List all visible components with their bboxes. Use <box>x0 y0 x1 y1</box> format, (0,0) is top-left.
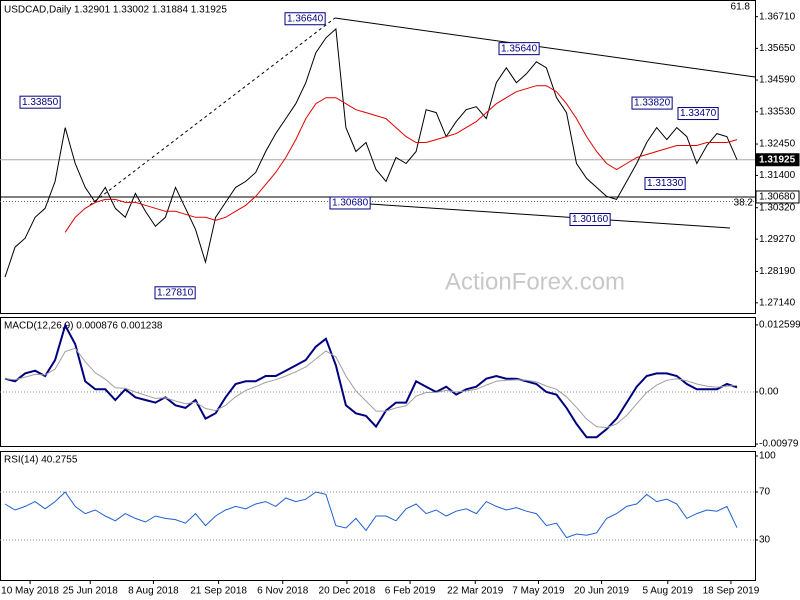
annotation-box <box>19 95 61 109</box>
price-box <box>755 190 800 204</box>
y-tick-label: 100 <box>759 451 776 462</box>
x-tick-label: 8 Aug 2018 <box>128 586 179 597</box>
annotation-box <box>569 213 611 227</box>
annotation-label: 1.33470 <box>680 108 717 119</box>
x-tick-label: 7 May 2019 <box>512 586 565 597</box>
fib-label: 61.8 <box>731 2 751 13</box>
annotation-label: 1.33850 <box>22 97 59 108</box>
annotation-label: 1.35640 <box>501 43 538 54</box>
x-tick-label: 20 Dec 2018 <box>319 586 376 597</box>
y-tick-label: 1.29270 <box>759 234 796 245</box>
x-tick-label: 6 Feb 2019 <box>385 586 436 597</box>
panel-title: RSI(14) 40.2755 <box>4 455 78 466</box>
y-tick-label: 0.00 <box>759 387 779 398</box>
x-tick-label: 20 Jun 2019 <box>574 586 629 597</box>
annotation-label: 1.33820 <box>634 98 671 109</box>
x-tick-label: 18 Sep 2019 <box>703 586 760 597</box>
annotation-box <box>631 96 673 110</box>
panel-title: USDCAD,Daily 1.32901 1.33002 1.31884 1.3… <box>4 5 227 16</box>
annotation-box <box>154 286 196 300</box>
y-tick-label: 1.34590 <box>759 75 796 86</box>
trend-line <box>369 203 731 229</box>
series-line <box>4 322 738 439</box>
price-label: 1.30680 <box>759 192 796 203</box>
trend-line <box>334 17 756 78</box>
x-tick-label: 6 Nov 2018 <box>257 586 309 597</box>
x-tick-label: 10 May 2018 <box>1 586 59 597</box>
x-tick-label: 22 Mar 2019 <box>447 586 504 597</box>
series-line <box>4 27 738 278</box>
rsi-panel <box>0 451 756 581</box>
y-tick-label: 1.32450 <box>759 139 796 150</box>
annotation-label: 1.30160 <box>572 214 609 225</box>
y-tick-label: 0.012599 <box>759 320 800 331</box>
series-line <box>4 347 738 429</box>
annotation-label: 1.36640 <box>287 13 324 24</box>
y-tick-label: 1.30320 <box>759 202 796 213</box>
series-line <box>64 85 738 233</box>
annotation-label: 1.31330 <box>647 178 684 189</box>
panel-title: MACD(12,26,9) 0.000876 0.001238 <box>4 321 163 332</box>
annotation-label: 1.30680 <box>332 198 369 209</box>
annotation-label: 1.27810 <box>157 287 194 298</box>
fib-label: 38.2 <box>734 198 754 209</box>
y-tick-label: 1.27140 <box>759 297 796 308</box>
annotation-box <box>644 177 686 191</box>
y-tick-label: 1.36710 <box>759 11 796 22</box>
x-tick-label: 5 Aug 2019 <box>642 586 693 597</box>
price-label: 1.31925 <box>759 154 796 165</box>
x-tick-label: 21 Sep 2018 <box>190 586 247 597</box>
y-tick-label: 1.28190 <box>759 266 796 277</box>
x-tick-label: 25 Jun 2018 <box>63 586 118 597</box>
annotation-box <box>677 107 719 121</box>
series-line <box>4 491 738 539</box>
y-tick-label: 30 <box>759 535 771 546</box>
price-box <box>755 153 800 167</box>
annotation-box <box>498 42 540 56</box>
y-tick-label: 1.33530 <box>759 106 796 117</box>
annotation-box <box>284 12 326 26</box>
y-tick-label: -0.00979 <box>759 439 799 450</box>
y-tick-label: 70 <box>759 487 771 498</box>
watermark: ActionForex.com <box>445 268 625 295</box>
y-tick-label: 1.35650 <box>759 43 796 54</box>
annotation-box <box>329 196 371 210</box>
macd-panel <box>0 317 756 447</box>
y-tick-label: 1.31400 <box>759 170 796 181</box>
